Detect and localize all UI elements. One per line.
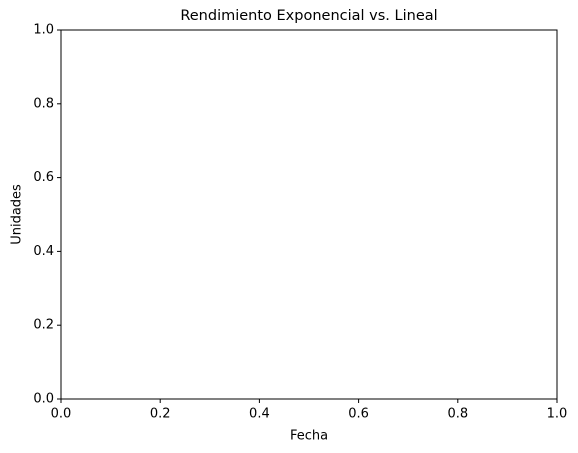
x-tick-label: 1.0 xyxy=(547,407,568,422)
y-tick-label: 0.0 xyxy=(33,392,54,407)
x-tick-label: 0.6 xyxy=(348,407,369,422)
axes-frame xyxy=(60,29,558,400)
x-tick-label: 0.8 xyxy=(447,407,468,422)
chart-title: Rendimiento Exponencial vs. Lineal xyxy=(180,8,437,24)
x-tick-label: 0.2 xyxy=(150,407,171,422)
x-tick-label: 0.0 xyxy=(51,407,72,422)
y-tick-label: 0.8 xyxy=(33,96,54,111)
x-tick-label: 0.4 xyxy=(249,407,270,422)
y-tick-label: 0.4 xyxy=(33,244,54,259)
y-tick-label: 1.0 xyxy=(33,23,54,38)
x-axis-label: Fecha xyxy=(290,429,328,444)
y-tick-label: 0.2 xyxy=(33,318,54,333)
y-axis-label: Unidades xyxy=(10,184,25,245)
y-tick-label: 0.6 xyxy=(33,170,54,185)
